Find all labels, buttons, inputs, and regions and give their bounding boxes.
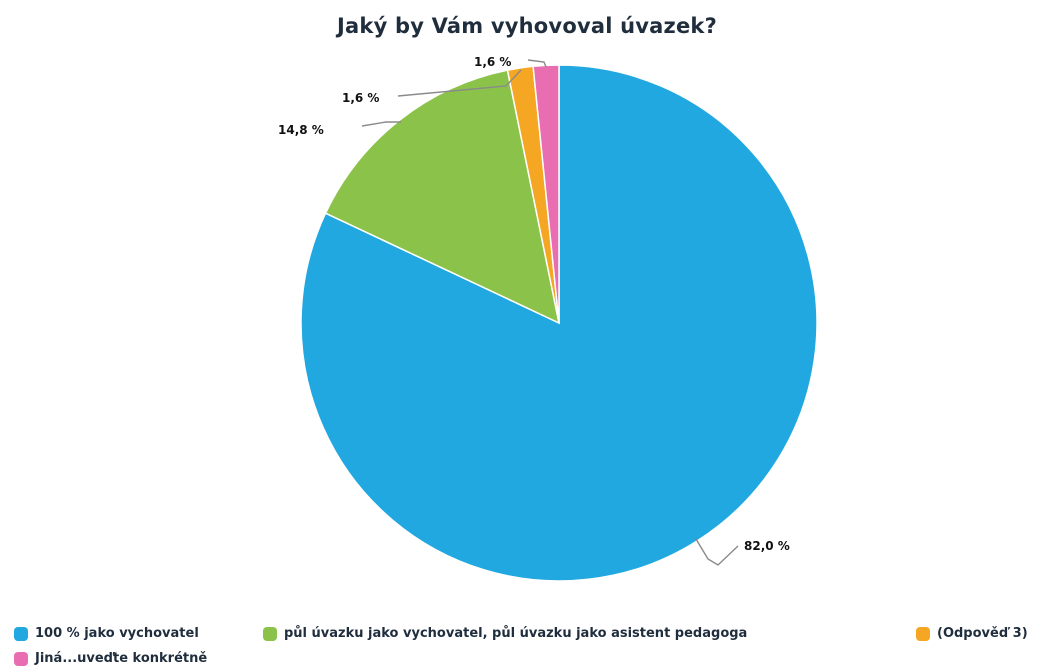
leader-line (695, 538, 739, 566)
data-label: 82,0 % (744, 539, 790, 553)
legend-swatch (14, 626, 28, 641)
chart-title: Jaký by Vám vyhovoval úvazek? (337, 14, 717, 38)
legend-label: 100 % jako vychovatel (35, 626, 199, 641)
pie-leader-lines (361, 59, 739, 566)
legend-label: půl úvazku jako vychovatel, půl úvazku j… (284, 626, 748, 641)
pie-slice[interactable] (324, 69, 561, 325)
data-label: 14,8 % (278, 123, 324, 137)
legend-item[interactable]: (Odpověď 3) (916, 626, 1028, 641)
leader-line (527, 59, 547, 68)
legend-item[interactable]: 100 % jako vychovatel (14, 626, 199, 641)
legend-swatch (14, 651, 28, 666)
data-label: 1,6 % (342, 91, 379, 105)
legend-item[interactable]: půl úvazku jako vychovatel, půl úvazku j… (263, 626, 747, 641)
leader-line (397, 69, 522, 97)
legend-swatch (263, 626, 277, 641)
data-label: 1,6 % (474, 55, 511, 69)
legend-item[interactable]: Jiná...uveďte konkrétně (14, 651, 207, 666)
legend-label: (Odpověď 3) (937, 626, 1028, 641)
legend-swatch (916, 626, 930, 641)
legend-label: Jiná...uveďte konkrétně (35, 651, 208, 666)
pie-data-labels: 82,0 % 14,8 % 1,6 % 1,6 % (278, 55, 790, 553)
pie-slices (300, 64, 818, 582)
leader-line (361, 121, 401, 127)
